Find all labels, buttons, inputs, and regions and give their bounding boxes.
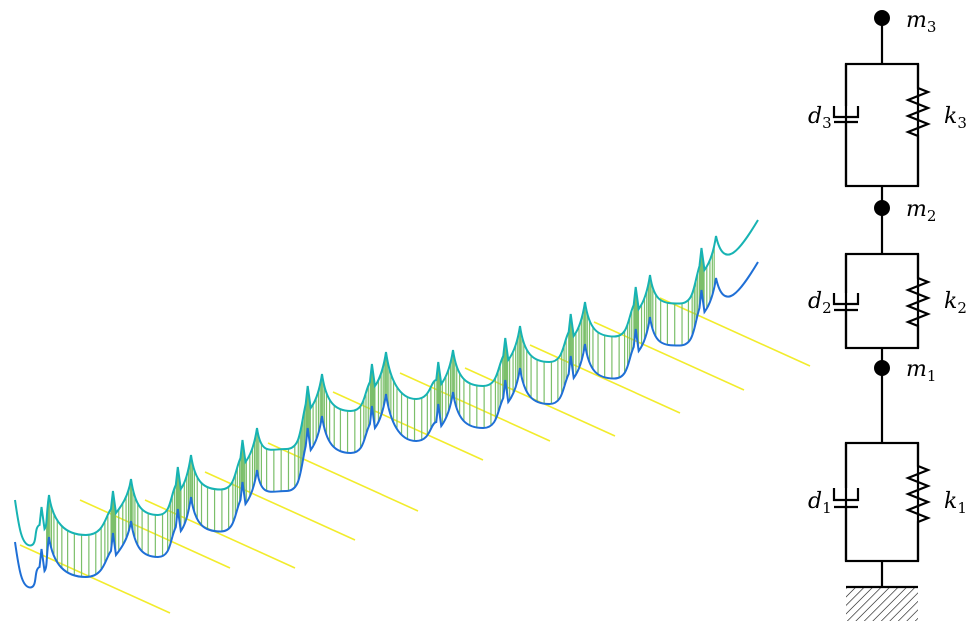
yellow-grid-line (19, 544, 171, 614)
label-d3: d3 (808, 104, 832, 132)
yellow-grid-line (204, 471, 356, 541)
stage-3-frame (844, 62, 920, 188)
ribbon-fill-lines (46, 245, 715, 577)
damper-d2 (832, 254, 860, 348)
yellow-grid-line (659, 297, 811, 367)
damper-d3 (832, 64, 860, 186)
spring-k1 (905, 443, 931, 561)
label-m2: m2 (906, 197, 936, 225)
yellow-grid-lines (19, 297, 811, 614)
yellow-grid-line (399, 372, 551, 442)
label-m3: m3 (906, 8, 936, 36)
spring-k2 (905, 254, 931, 348)
label-d2: d2 (808, 289, 832, 317)
stage-2-frame (844, 252, 920, 350)
spring-damper-chain: m3 d3 k3 m2 d2 k2 m1 d1 k1 (808, 8, 967, 621)
upper-curve (14, 219, 759, 547)
yellow-grid-line (529, 344, 681, 414)
label-m1: m1 (906, 357, 936, 385)
yellow-grid-line (593, 321, 745, 391)
stage-3 (832, 18, 931, 208)
label-d1: d1 (808, 489, 832, 517)
ground-hatch (846, 587, 918, 621)
stage-1-frame (844, 441, 920, 563)
label-k1: k1 (944, 489, 967, 517)
label-k2: k2 (944, 289, 967, 317)
stage-2 (832, 208, 931, 368)
spring-k3 (905, 64, 931, 186)
damper-d1 (832, 443, 860, 561)
yellow-grid-line (267, 442, 419, 512)
mass-m3 (874, 10, 890, 26)
label-k3: k3 (944, 104, 967, 132)
lower-curve (14, 261, 759, 589)
surface-plot (14, 219, 811, 614)
stage-1 (832, 368, 931, 563)
